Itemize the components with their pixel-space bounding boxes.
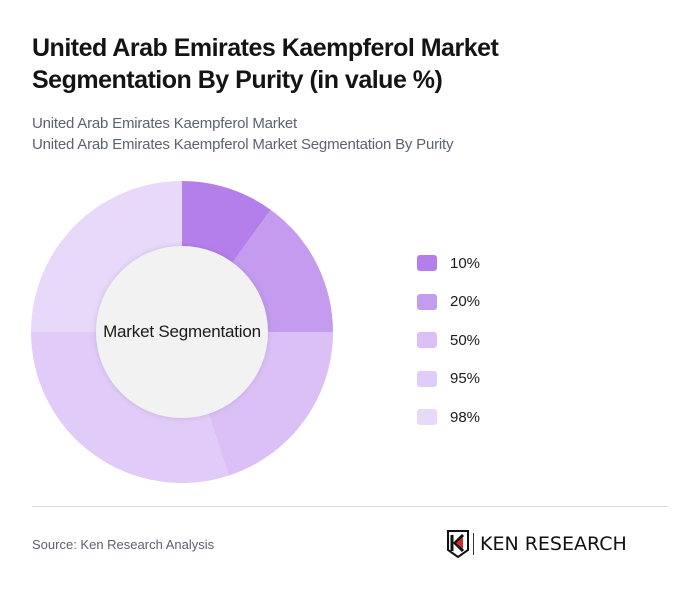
legend-swatch xyxy=(417,332,437,349)
subtitle-line-1: United Arab Emirates Kaempferol Market xyxy=(32,115,298,132)
source-note: Source: Ken Research Analysis xyxy=(32,537,215,552)
donut-hole xyxy=(96,246,268,418)
subtitle-line-2: United Arab Emirates Kaempferol Market S… xyxy=(32,136,454,153)
legend-item[interactable]: 95% xyxy=(417,360,480,399)
legend-swatch xyxy=(417,255,437,272)
legend-label: 95% xyxy=(450,370,481,388)
legend-swatch xyxy=(417,409,437,426)
logo-separator xyxy=(473,533,474,555)
legend-label: 98% xyxy=(450,408,481,426)
legend-item[interactable]: 98% xyxy=(417,398,480,437)
legend-label: 50% xyxy=(450,331,481,349)
legend-item[interactable]: 20% xyxy=(417,283,480,322)
page-title: United Arab Emirates Kaempferol Market S… xyxy=(32,34,499,94)
legend-item[interactable]: 50% xyxy=(417,321,480,360)
subtitle: United Arab Emirates Kaempferol Market U… xyxy=(32,113,454,155)
legend: 10% 20% 50% 95% 98% xyxy=(417,244,480,437)
donut-chart xyxy=(31,181,333,483)
ken-shield-icon xyxy=(447,530,469,558)
legend-label: 10% xyxy=(450,254,481,272)
legend-label: 20% xyxy=(450,293,481,311)
legend-item[interactable]: 10% xyxy=(417,244,480,283)
legend-swatch xyxy=(417,370,437,387)
footer-divider xyxy=(32,506,668,507)
legend-swatch xyxy=(417,293,437,310)
ken-research-logo: KEN RESEARCH xyxy=(447,530,627,558)
logo-text: KEN RESEARCH xyxy=(480,533,627,555)
